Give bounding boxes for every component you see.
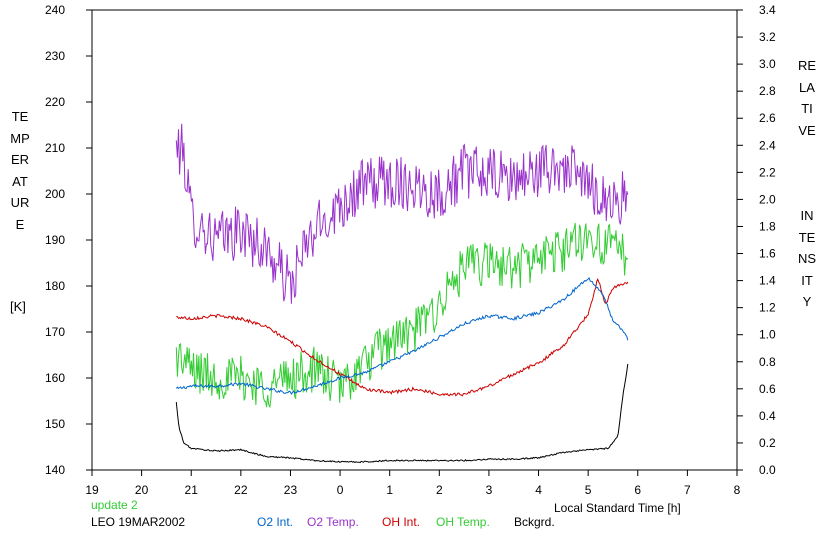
x-tick-label: 20 <box>135 483 149 497</box>
x-tick-label: 4 <box>535 483 542 497</box>
y-right-tick-label: 0.4 <box>759 409 776 423</box>
legend-oh-int: OH Int. <box>382 515 421 529</box>
x-tick-label: 23 <box>284 483 298 497</box>
series-group <box>175 123 629 464</box>
y-left-tick-label: 160 <box>45 371 65 385</box>
y-left-tick-label: 230 <box>45 49 65 63</box>
y-left-tick-label: 180 <box>45 279 65 293</box>
x-tick-label: 3 <box>486 483 493 497</box>
y-left-tick-label: 240 <box>45 3 65 17</box>
legend-oh-temp: OH Temp. <box>436 515 490 529</box>
x-tick-label: 19 <box>85 483 99 497</box>
left-axis-title: TEMPERATURE <box>10 109 30 232</box>
y-right-tick-label: 2.8 <box>759 84 776 98</box>
series-line-oh-int <box>176 278 629 397</box>
y-right-tick-label: 0.0 <box>759 463 776 477</box>
x-tick-label: 8 <box>734 483 741 497</box>
axes-group: 1401501601701801902002102202302400.00.20… <box>45 3 776 497</box>
series-line-oh-temp <box>175 222 629 409</box>
series-line-o2-temp <box>175 123 629 304</box>
y-right-tick-label: 2.6 <box>759 111 776 125</box>
right-axis-title-line1: RELATIVE <box>797 58 817 138</box>
x-tick-label: 22 <box>234 483 248 497</box>
x-tick-label: 21 <box>185 483 199 497</box>
y-right-tick-label: 1.4 <box>759 274 776 288</box>
right-axis-title-line2: INTENSITY <box>797 208 817 309</box>
y-right-tick-label: 3.2 <box>759 30 776 44</box>
y-right-tick-label: 0.2 <box>759 436 776 450</box>
legend-o2-temp: O2 Temp. <box>307 515 359 529</box>
update-text: update 2 <box>91 498 138 512</box>
y-right-tick-label: 1.2 <box>759 301 776 315</box>
x-tick-label: 1 <box>386 483 393 497</box>
y-right-tick-label: 1.8 <box>759 219 776 233</box>
x-tick-label: 2 <box>436 483 443 497</box>
left-axis-unit: [K] <box>10 299 26 314</box>
y-right-tick-label: 2.0 <box>759 192 776 206</box>
y-right-tick-label: 2.4 <box>759 138 776 152</box>
x-tick-label: 6 <box>634 483 641 497</box>
y-right-tick-label: 1.0 <box>759 328 776 342</box>
y-right-tick-label: 1.6 <box>759 247 776 261</box>
station-date: LEO 19MAR2002 <box>91 515 186 529</box>
x-tick-label: 0 <box>337 483 344 497</box>
y-left-tick-label: 170 <box>45 325 65 339</box>
y-left-tick-label: 220 <box>45 95 65 109</box>
legend-bckgrd: Bckgrd. <box>514 515 555 529</box>
y-right-tick-label: 0.8 <box>759 355 776 369</box>
x-tick-label: 5 <box>585 483 592 497</box>
plot-frame <box>91 9 738 471</box>
y-right-tick-label: 3.0 <box>759 57 776 71</box>
y-left-tick-label: 210 <box>45 141 65 155</box>
y-right-tick-label: 2.2 <box>759 165 776 179</box>
series-line-bckgrd <box>175 363 629 464</box>
series-line-o2-int <box>175 277 629 395</box>
y-left-tick-label: 190 <box>45 233 65 247</box>
y-left-tick-label: 150 <box>45 417 65 431</box>
legend-o2-int: O2 Int. <box>257 515 294 529</box>
y-right-tick-label: 0.6 <box>759 382 776 396</box>
y-left-tick-label: 200 <box>45 187 65 201</box>
y-left-tick-label: 140 <box>45 463 65 477</box>
y-right-tick-label: 3.4 <box>759 3 776 17</box>
x-tick-label: 7 <box>684 483 691 497</box>
x-axis-label: Local Standard Time [h] <box>554 501 681 515</box>
